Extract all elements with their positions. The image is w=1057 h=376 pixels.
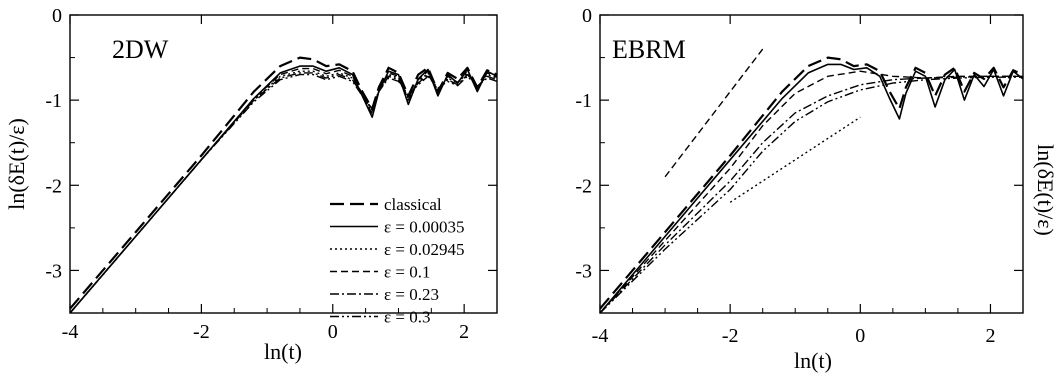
- y-tick-label-right: 0: [582, 5, 592, 27]
- series-line-left-2: [70, 70, 497, 313]
- legend-label: ε = 0.23: [384, 285, 439, 304]
- series-line-left-1: [70, 65, 497, 313]
- series-line-left-3: [70, 67, 497, 313]
- y-tick-label-left: -1: [45, 90, 62, 112]
- x-tick-label-right: -4: [592, 325, 609, 347]
- series-line-left-4: [70, 72, 497, 313]
- series-line-right-6: [729, 116, 861, 203]
- series-line-right-1: [600, 63, 1023, 313]
- y-tick-label-left: -2: [45, 175, 62, 197]
- series-line-right-4: [600, 76, 1023, 313]
- y-axis-label-left: ln(δE(t)/ε): [4, 118, 29, 210]
- legend-label: classical: [384, 195, 442, 214]
- x-tick-label-right: 0: [855, 325, 865, 347]
- x-tick-label-left: 0: [328, 321, 338, 343]
- series-line-right-0: [600, 56, 1023, 310]
- series-line-left-0: [70, 56, 497, 310]
- series-line-right-5: [664, 48, 764, 178]
- series-group-left: [70, 56, 497, 313]
- legend-label: ε = 0.3: [384, 308, 430, 327]
- x-tick-label-right: -2: [722, 325, 739, 347]
- series-group-right: [600, 48, 1023, 313]
- legend-label: ε = 0.1: [384, 263, 430, 282]
- x-axis-label-right: ln(t): [794, 348, 832, 373]
- ticks-group-left: -4 -2 0 2 -3 -2 -1 0: [45, 5, 498, 343]
- y-tick-label-right: -3: [575, 260, 592, 282]
- x-tick-label-left: -4: [62, 321, 79, 343]
- series-line-right-3: [600, 75, 1023, 313]
- panel-left: -4 -2 0 2 -3 -2 -1 0 2DW ln(t) ln(δE(t)/ε) clas…: [4, 5, 498, 364]
- x-tick-label-left: -2: [193, 321, 210, 343]
- legend-label: ε = 0.02945: [384, 240, 464, 259]
- x-tick-label-left: 2: [459, 321, 469, 343]
- x-axis-label-left: ln(t): [264, 339, 302, 364]
- panel-label-left: 2DW: [112, 35, 169, 64]
- y-axis-label-right: ln(δE(t)/ε): [1033, 144, 1057, 236]
- ticks-group-right: -4 -2 0 2 -3 -2 -1 0: [575, 5, 1024, 347]
- legend-label: ε = 0.00035: [384, 218, 464, 237]
- legend: classical ε = 0.00035 ε = 0.02945 ε = 0.1 ε …: [330, 195, 464, 327]
- y-tick-label-right: -2: [575, 175, 592, 197]
- series-line-right-2: [600, 70, 1023, 313]
- plot-frame-right: [599, 14, 1024, 314]
- y-tick-label-left: 0: [52, 5, 62, 27]
- y-tick-label-right: -1: [575, 90, 592, 112]
- panel-right: -4 -2 0 2 -3 -2 -1 0 EBRM ln(t) ln(δE(t)/ε): [575, 5, 1057, 373]
- series-line-left-5: [70, 73, 497, 313]
- x-tick-label-right: 2: [985, 325, 995, 347]
- plot-frame-left: [69, 14, 498, 314]
- panel-label-right: EBRM: [612, 35, 686, 64]
- y-tick-label-left: -3: [45, 260, 62, 282]
